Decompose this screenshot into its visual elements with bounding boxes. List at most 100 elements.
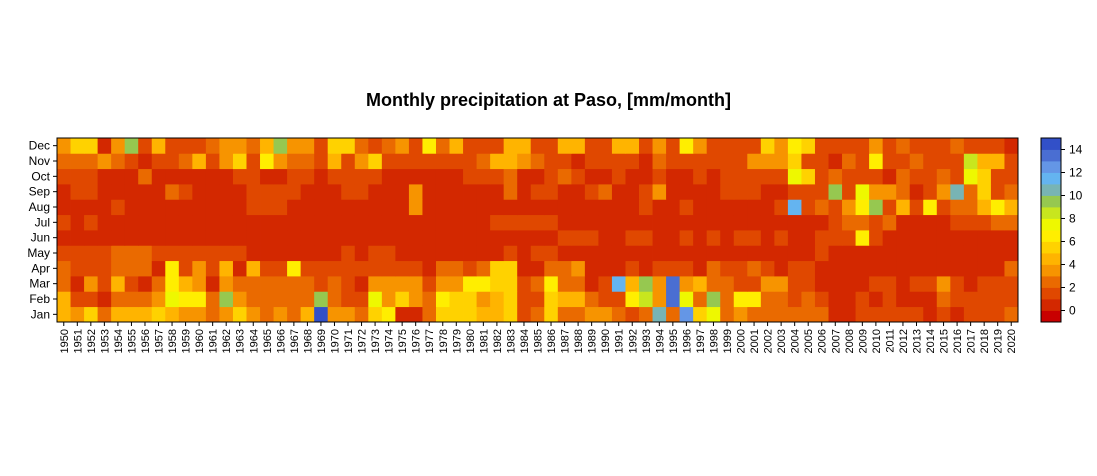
cell-sep-2014 [923,184,938,200]
cell-aug-1952 [84,199,99,216]
cell-apr-1987 [557,260,572,277]
cell-apr-1999 [720,260,735,277]
year-label: 1972 [357,329,369,353]
colorbar-tick-label: 14 [1069,143,1083,157]
cell-jun-2014 [923,230,938,246]
cell-mar-1955 [124,276,139,292]
cell-sep-2001 [747,184,762,200]
year-label: 2012 [898,329,910,353]
cell-may-1967 [287,245,302,262]
cell-nov-1956 [138,153,153,170]
cell-oct-1970 [327,168,342,185]
year-label: 1991 [614,329,626,353]
cell-sep-2008 [842,184,856,200]
cell-aug-1965 [260,199,274,216]
cell-jul-1997 [693,214,708,231]
cell-dec-1959 [178,138,193,154]
colorbar-tick-label: 4 [1069,258,1076,272]
cell-jan-2018 [977,306,992,323]
cell-mar-1980 [463,276,477,292]
year-label: 2005 [803,329,815,353]
cell-nov-1961 [205,153,220,170]
cell-aug-2000 [733,199,748,216]
cell-nov-1986 [544,153,559,170]
cell-jan-1957 [151,306,166,323]
cell-sep-2009 [855,184,870,200]
cell-mar-1970 [327,276,342,292]
cell-feb-1958 [165,291,180,308]
colorbar-swatch [1041,184,1061,196]
cell-dec-1963 [232,138,247,154]
cell-dec-2003 [774,138,789,154]
cell-jul-2004 [787,214,802,231]
cell-may-1980 [463,245,477,262]
cell-may-1995 [666,245,681,262]
cell-apr-2015 [936,260,951,277]
cell-oct-1960 [192,168,207,185]
cell-oct-1999 [720,168,735,185]
cell-jun-2011 [882,230,897,246]
cell-mar-1998 [706,276,721,292]
cell-sep-1969 [314,184,329,200]
cell-dec-1986 [544,138,559,154]
cell-jun-2017 [963,230,978,246]
year-label: 1987 [560,329,572,353]
cell-jan-1989 [584,306,599,323]
cell-may-1958 [165,245,180,262]
cell-sep-1954 [111,184,126,200]
year-label: 2020 [1006,329,1018,353]
cell-oct-2009 [855,168,870,185]
cell-jun-1950 [57,230,71,246]
cell-jul-2001 [747,214,762,231]
cell-oct-2003 [774,168,789,185]
cell-mar-2018 [977,276,992,292]
cell-aug-2019 [990,199,1005,216]
cell-nov-1960 [192,153,207,170]
cell-nov-1984 [517,153,532,170]
cell-jul-2003 [774,214,789,231]
cell-may-1984 [517,245,532,262]
year-label: 1978 [438,329,450,353]
cell-mar-2017 [963,276,978,292]
cell-dec-2019 [990,138,1005,154]
cell-dec-1950 [57,138,71,154]
cell-nov-1989 [584,153,599,170]
cell-jan-1962 [219,306,234,323]
cell-may-2017 [963,245,978,262]
cell-aug-2006 [814,199,829,216]
cell-jun-1967 [287,230,302,246]
cell-nov-2001 [747,153,762,170]
cell-feb-1951 [70,291,85,308]
cell-oct-1962 [219,168,234,185]
cell-sep-1978 [435,184,450,200]
year-label: 2003 [776,329,788,353]
cell-jan-2010 [869,306,884,323]
cell-jul-2000 [733,214,748,231]
cell-sep-1962 [219,184,234,200]
cell-sep-1998 [706,184,721,200]
cell-nov-1980 [463,153,477,170]
colorbar-tick-label: 8 [1069,212,1076,226]
cell-nov-1970 [327,153,342,170]
cell-oct-1957 [151,168,166,185]
cell-feb-1974 [381,291,396,308]
cell-jul-1965 [260,214,274,231]
cell-oct-2002 [760,168,775,185]
cell-sep-1996 [679,184,694,200]
cell-nov-2002 [760,153,775,170]
cell-jan-1950 [57,306,71,323]
cell-jun-2009 [855,230,870,246]
year-label: 2006 [817,329,829,353]
cell-apr-1958 [165,260,180,277]
year-label: 1964 [248,329,260,353]
cell-jul-1959 [178,214,193,231]
colorbar-swatch [1041,264,1061,277]
cell-nov-1987 [557,153,572,170]
cell-jan-2020 [1004,306,1019,323]
cell-aug-1962 [219,199,234,216]
cell-mar-2000 [733,276,748,292]
cell-aug-2007 [828,199,843,216]
cell-sep-2004 [787,184,802,200]
cell-jul-1980 [463,214,477,231]
cell-dec-1953 [97,138,112,154]
